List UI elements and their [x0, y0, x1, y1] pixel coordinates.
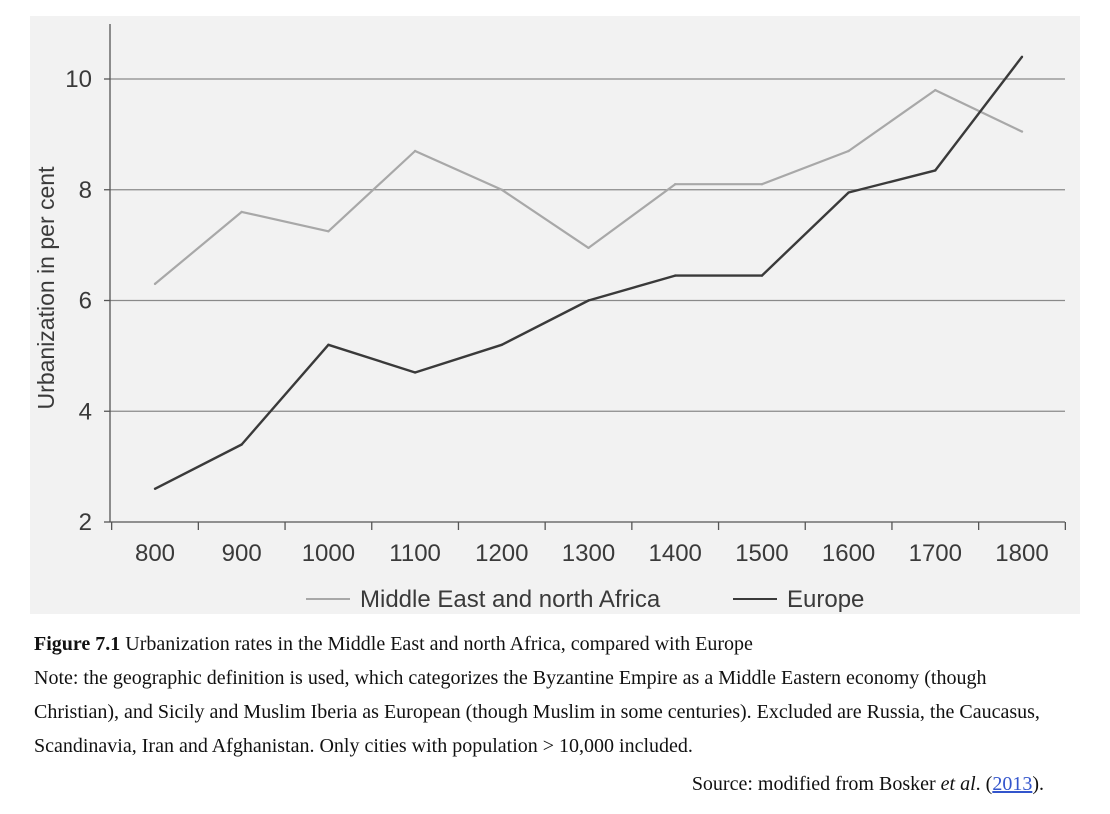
data-point-middle-east-1700 — [934, 88, 937, 92]
y-tick-label-8: 8 — [79, 177, 92, 204]
x-tick-label-800: 800 — [135, 540, 175, 567]
source-year-link[interactable]: 2013 — [992, 773, 1033, 795]
y-tick-label-2: 2 — [79, 509, 92, 536]
source-etal: et al — [940, 773, 976, 795]
x-tick-label-1600: 1600 — [822, 540, 875, 567]
figure-title: Urbanization rates in the Middle East an… — [125, 633, 753, 655]
data-point-europe-1100 — [413, 371, 417, 374]
data-point-middle-east-1000 — [327, 230, 330, 233]
y-tick-label-6: 6 — [79, 288, 92, 315]
figure-caption: Figure 7.1 Urbanization rates in the Mid… — [34, 627, 1074, 763]
x-tick-label-1200: 1200 — [475, 540, 528, 567]
source-suffix: ). — [1032, 773, 1044, 795]
line-chart: 2 4 6 8 10 800 900 1000 1100 1200 1300 1400 1500 1600… — [33, 24, 1066, 613]
x-tick-label-1400: 1400 — [649, 540, 702, 567]
x-tick-label-1800: 1800 — [995, 540, 1048, 567]
series-lines — [153, 55, 1024, 490]
x-tick-label-1700: 1700 — [909, 540, 962, 567]
data-point-middle-east-1500 — [760, 183, 764, 186]
figure-number: Figure 7.1 — [34, 633, 121, 655]
data-point-europe-1200 — [500, 343, 503, 346]
figure-source: Source: modified from Bosker et al. (201… — [692, 773, 1044, 796]
data-point-middle-east-1300 — [587, 246, 590, 250]
y-tick-label-4: 4 — [79, 398, 92, 425]
gridlines — [110, 78, 1065, 412]
figure-note: Note: the geographic definition is used,… — [34, 667, 1040, 757]
axes — [104, 24, 1066, 530]
source-mid: . ( — [975, 773, 993, 795]
x-tick-label-1000: 1000 — [302, 540, 355, 567]
data-point-europe-1600 — [847, 191, 850, 194]
data-point-europe-1000 — [327, 343, 330, 346]
data-point-middle-east-1600 — [847, 149, 850, 153]
series-line-middle-east — [154, 88, 1023, 285]
data-point-europe-1700 — [934, 169, 937, 172]
data-point-middle-east-1400 — [674, 183, 677, 186]
data-point-middle-east-800 — [153, 282, 157, 286]
data-point-europe-800 — [153, 487, 157, 490]
data-point-middle-east-900 — [240, 210, 243, 214]
caption-title-line: Figure 7.1 Urbanization rates in the Mid… — [34, 627, 1074, 661]
y-axis-label: Urbanization in per cent — [33, 166, 59, 410]
source-prefix: Source: modified from Bosker — [691, 773, 936, 795]
x-tick-label-1100: 1100 — [389, 540, 441, 567]
tick-labels: 2 4 6 8 10 800 900 1000 1100 1200 1300 1400 1500 1600… — [65, 66, 1048, 567]
x-tick-label-1500: 1500 — [735, 540, 788, 567]
x-tick-label-1300: 1300 — [562, 540, 615, 567]
data-point-middle-east-1100 — [413, 149, 417, 153]
data-point-middle-east-1800 — [1020, 130, 1024, 133]
data-point-europe-1800 — [1020, 55, 1024, 59]
legend-label-middle-east: Middle East and north Africa — [360, 586, 661, 613]
legend: Middle East and north Africa Europe — [306, 586, 864, 613]
data-point-europe-1500 — [760, 274, 764, 277]
y-tick-label-10: 10 — [65, 66, 92, 93]
data-point-europe-900 — [240, 443, 243, 446]
x-tick-label-900: 900 — [222, 540, 262, 567]
legend-label-europe: Europe — [787, 586, 864, 613]
data-point-middle-east-1200 — [500, 188, 503, 191]
data-point-europe-1400 — [674, 274, 677, 277]
chart-area: 2 4 6 8 10 800 900 1000 1100 1200 1300 1400 1500 1600… — [30, 16, 1080, 614]
data-point-europe-1300 — [587, 299, 590, 302]
